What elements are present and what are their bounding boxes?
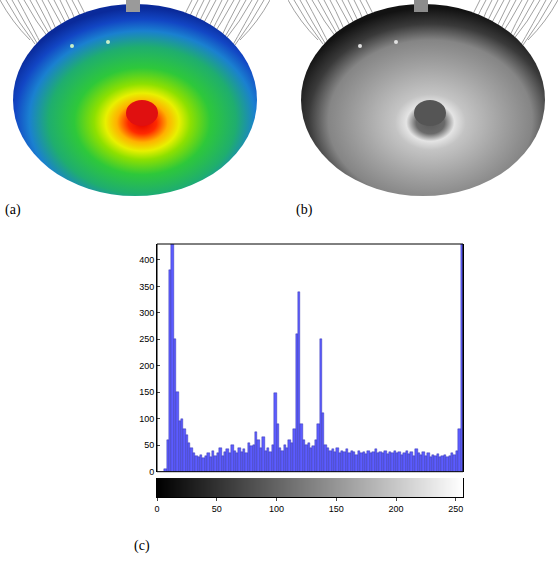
html-text:(c): (c) (134, 538, 150, 553)
svg-text:200: 200 (139, 361, 154, 371)
svg-text:100: 100 (139, 414, 154, 424)
svg-text:250: 250 (448, 504, 463, 514)
svg-text:0: 0 (149, 467, 154, 477)
svg-text:150: 150 (139, 387, 154, 397)
html-text:(a): (a) (5, 202, 21, 217)
svg-text:50: 50 (212, 504, 222, 514)
svg-text:50: 50 (144, 440, 154, 450)
svg-text:200: 200 (389, 504, 404, 514)
svg-text:150: 150 (329, 504, 344, 514)
svg-text:300: 300 (139, 308, 154, 318)
svg-text:100: 100 (269, 504, 284, 514)
svg-text:350: 350 (139, 282, 154, 292)
svg-text:250: 250 (139, 334, 154, 344)
svg-text:400: 400 (139, 255, 154, 265)
svg-text:0: 0 (154, 504, 159, 514)
html-text:(b): (b) (296, 202, 313, 217)
